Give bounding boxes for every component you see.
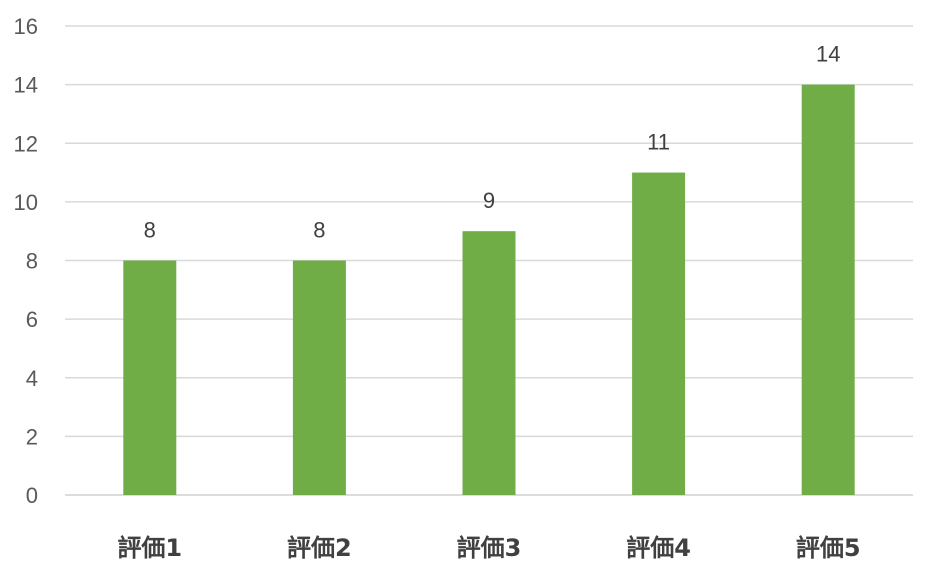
x-axis-category-labels: 評価1 評価2 評価3 評価4 評価5 xyxy=(117,534,860,562)
y-axis-tick-labels: 0 2 4 6 8 10 12 14 16 xyxy=(14,14,38,508)
bar xyxy=(801,84,855,495)
bar xyxy=(123,260,177,495)
y-tick-label: 14 xyxy=(14,73,38,98)
data-label: 8 xyxy=(313,218,325,243)
data-label: 8 xyxy=(144,218,156,243)
category-label: 評価1 xyxy=(117,534,182,562)
bars xyxy=(123,84,855,495)
data-label: 14 xyxy=(816,42,840,67)
y-tick-label: 12 xyxy=(14,131,38,156)
category-label: 評価4 xyxy=(626,534,691,562)
category-label: 評価2 xyxy=(287,534,352,562)
data-label: 9 xyxy=(483,188,495,213)
y-tick-label: 4 xyxy=(26,366,38,391)
data-labels: 8 8 9 11 14 xyxy=(144,42,841,243)
bar xyxy=(292,260,346,495)
y-tick-label: 6 xyxy=(26,307,38,332)
y-tick-label: 10 xyxy=(14,190,38,215)
data-label: 11 xyxy=(647,130,670,155)
y-tick-label: 8 xyxy=(26,249,38,274)
category-label: 評価3 xyxy=(457,534,522,562)
y-tick-label: 16 xyxy=(14,14,38,39)
y-tick-label: 2 xyxy=(26,424,38,449)
category-label: 評価5 xyxy=(796,534,861,562)
bar xyxy=(632,172,686,495)
y-tick-label: 0 xyxy=(26,483,38,508)
bar xyxy=(462,231,516,495)
